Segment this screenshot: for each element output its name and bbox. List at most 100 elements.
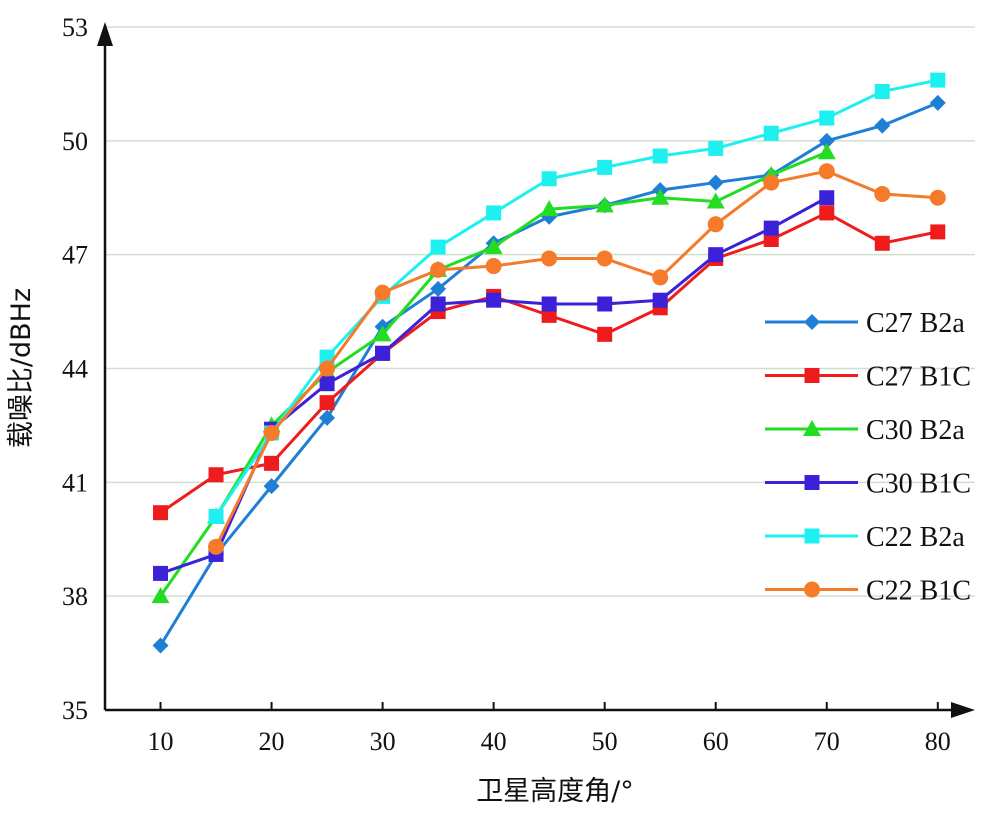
- data-point: [153, 565, 169, 581]
- data-point: [597, 296, 613, 312]
- data-point: [596, 250, 613, 267]
- data-point: [375, 345, 391, 361]
- legend-item: C30 B2a: [765, 415, 965, 446]
- legend-item: C27 B1C: [765, 362, 971, 393]
- data-point: [373, 325, 392, 342]
- series-c22-b1c: [208, 163, 946, 555]
- data-point: [541, 296, 557, 312]
- data-point: [929, 94, 946, 111]
- legend-label: C22 B1C: [866, 576, 971, 607]
- x-axis-arrow: [951, 702, 975, 718]
- legend-marker: [803, 420, 821, 436]
- data-point: [818, 163, 835, 180]
- ticks-layer: 35 38 41 44 47 50 53 10 20 30 40 50 60 70 80: [62, 13, 951, 756]
- data-point: [819, 205, 835, 221]
- data-point: [707, 216, 724, 233]
- data-point: [263, 478, 280, 495]
- data-point: [652, 148, 668, 164]
- y-tick-label: 50: [62, 127, 88, 156]
- data-point: [817, 143, 836, 160]
- data-point: [597, 326, 613, 342]
- legend-marker: [804, 368, 820, 383]
- data-point: [484, 238, 503, 255]
- x-tick-label: 10: [148, 727, 174, 756]
- legend-marker: [804, 475, 820, 490]
- data-point: [151, 587, 170, 604]
- x-tick-label: 20: [259, 727, 285, 756]
- data-point: [763, 125, 779, 141]
- x-tick-label: 40: [481, 727, 507, 756]
- legend-label: C30 B1C: [866, 469, 971, 500]
- data-point: [430, 296, 446, 312]
- data-point: [319, 395, 335, 411]
- grid-layer: [105, 26, 975, 597]
- data-point: [874, 185, 891, 202]
- y-tick-label: 44: [62, 355, 88, 384]
- y-tick-label: 35: [62, 696, 88, 725]
- data-point: [208, 538, 225, 555]
- data-point: [430, 280, 447, 297]
- legend-item: C22 B1C: [765, 576, 971, 607]
- data-point: [874, 117, 891, 134]
- legend-label: C27 B2a: [866, 308, 965, 339]
- data-point: [319, 360, 336, 377]
- data-point: [707, 174, 724, 191]
- data-point: [264, 455, 280, 471]
- y-tick-label: 38: [62, 582, 88, 611]
- x-tick-label: 60: [703, 727, 729, 756]
- data-point: [319, 409, 336, 426]
- data-point: [541, 171, 557, 187]
- data-point: [485, 258, 502, 275]
- legend-item: C30 B1C: [765, 469, 971, 500]
- legend-label: C27 B1C: [866, 362, 971, 393]
- data-point: [874, 235, 890, 251]
- data-point: [541, 250, 558, 267]
- data-point: [208, 467, 224, 483]
- axes-layer: [97, 22, 975, 718]
- data-point: [763, 231, 779, 247]
- y-axis-arrow: [97, 22, 113, 46]
- data-point: [152, 637, 169, 654]
- x-tick-label: 80: [925, 727, 951, 756]
- data-point: [374, 284, 391, 301]
- data-point: [652, 292, 668, 308]
- data-point: [486, 205, 502, 221]
- data-point: [930, 72, 946, 88]
- legend-item: C22 B2a: [765, 522, 965, 553]
- x-tick-label: 30: [370, 727, 396, 756]
- data-point: [708, 247, 724, 263]
- data-point: [651, 188, 670, 205]
- y-tick-label: 53: [62, 13, 88, 42]
- y-axis-title: 载噪比/dBHz: [6, 288, 37, 448]
- data-point: [706, 192, 725, 209]
- legend-label: C30 B2a: [866, 415, 965, 446]
- data-point: [763, 220, 779, 236]
- data-point: [541, 307, 557, 323]
- legend-marker: [804, 314, 820, 330]
- x-axis-title: 卫星高度角/°: [476, 776, 634, 807]
- data-point: [595, 196, 614, 213]
- data-point: [930, 224, 946, 240]
- legend-item: C27 B2a: [765, 308, 965, 339]
- data-point: [319, 376, 335, 392]
- y-tick-label: 47: [62, 241, 88, 270]
- data-point: [263, 425, 280, 442]
- data-point: [208, 508, 224, 524]
- data-point: [430, 239, 446, 255]
- data-point: [818, 132, 835, 149]
- data-point: [597, 159, 613, 175]
- data-point: [153, 505, 169, 521]
- data-point: [763, 174, 780, 191]
- data-point: [819, 190, 835, 206]
- legend-marker: [804, 528, 820, 544]
- x-tick-label: 70: [814, 727, 840, 756]
- y-tick-label: 41: [62, 468, 88, 497]
- data-point: [929, 189, 946, 206]
- data-point: [486, 292, 502, 308]
- series-layer: [151, 72, 946, 654]
- data-point: [819, 110, 835, 126]
- legend: C27 B2a C27 B1C C30 B2a C30 B1C C22 B2a C22 B…: [765, 308, 971, 607]
- data-point: [540, 200, 559, 217]
